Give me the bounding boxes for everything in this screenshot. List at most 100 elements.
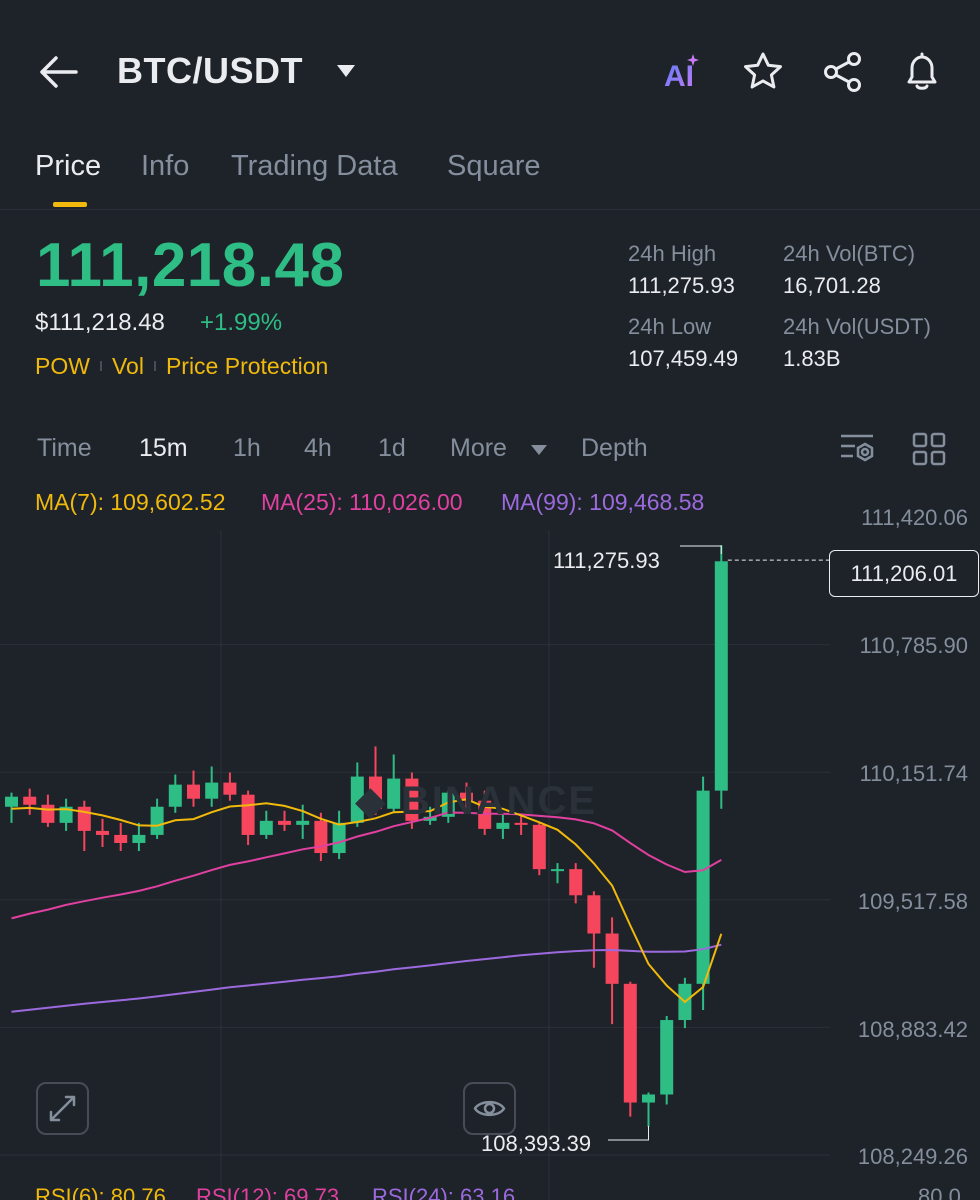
candle-body [59,806,73,823]
ai-icon[interactable]: AI [660,50,704,94]
y-tick-label: 109,517.58 [857,889,968,914]
high-marker-label: 111,275.93 [553,548,660,573]
bell-icon[interactable] [900,50,944,94]
candle-body [314,820,328,854]
chevron-down-icon[interactable] [530,444,548,456]
y-tick-label: 108,883.42 [857,1017,968,1042]
ma25-line [11,811,722,920]
star-icon[interactable] [741,50,785,94]
visibility-toggle-button[interactable] [463,1082,516,1135]
candle-body [551,869,564,872]
back-arrow-icon[interactable] [36,52,80,92]
y-tick-label: 108,249.26 [857,1144,968,1169]
tag-vol[interactable]: Vol [111,353,144,379]
candle-body [187,784,200,799]
header: BTC/USDT AI [0,0,980,140]
low-marker-leader [608,1125,649,1141]
binance-watermark: ◆ BINANCE [355,779,598,823]
eye-icon [473,1100,506,1117]
price-usd: $111,218.48 [35,309,165,336]
tag-divider [153,360,156,371]
ma7-legend: MA(7): 109,602.52 [35,489,226,515]
chart-settings-icon[interactable] [839,432,875,466]
grid-layout-icon[interactable] [911,432,947,466]
rsi6-legend: RSI(6): 80.76 [35,1184,166,1200]
tag-price-protection[interactable]: Price Protection [165,353,329,379]
interval-1h[interactable]: 1h [233,434,261,462]
y-tick-label: 110,151.74 [859,761,968,786]
low-marker-label: 108,393.39 [481,1131,592,1156]
stat-vol-btc-label: 24h Vol(BTC) [783,241,916,266]
ma99-legend: MA(99): 109,468.58 [501,489,705,515]
stat-high-value: 111,275.93 [628,273,735,298]
candle-body [441,792,455,817]
ai-label: AI [664,60,694,93]
candle-body [223,782,237,795]
candle-body [514,822,528,825]
y-tick-label: 110,785.90 [859,633,968,658]
stat-vol-usdt-value: 1.83B [783,346,841,371]
chevron-down-icon[interactable] [336,64,356,78]
pair-title[interactable]: BTC/USDT [117,50,303,91]
candlestick-chart[interactable] [0,520,980,1200]
candle-body [496,822,510,829]
rsi-axis-label: 80.0 [918,1184,961,1200]
interval-depth[interactable]: Depth [581,434,648,462]
candle-body [642,1094,655,1103]
interval-4h[interactable]: 4h [304,434,332,462]
candle-body [168,784,182,807]
tab-square[interactable]: Square [447,150,541,182]
rsi12-legend: RSI(12): 69.73 [196,1184,340,1200]
tab-trading-data[interactable]: Trading Data [231,150,398,182]
candle-body [241,794,255,835]
stat-low-value: 107,459.49 [628,346,739,371]
candle-body [205,782,219,799]
candle-body [5,796,18,807]
candle-body [387,778,401,809]
y-tick-label: 111,420.06 [861,505,968,530]
candle-body [569,869,583,896]
interval-15m[interactable]: 15m [139,434,188,462]
candle-body [605,933,619,984]
price-change: +1.99% [200,309,283,336]
tab-info[interactable]: Info [141,150,190,182]
candle-body [660,1020,674,1095]
stat-high-label: 24h High [628,241,717,266]
candle-body [41,804,55,823]
candle-body [150,806,164,835]
candle-body [369,776,382,809]
candle-body [714,561,728,791]
candle-body [405,778,419,821]
ma7-line [11,798,723,1004]
share-icon[interactable] [821,50,865,94]
candle-body [332,822,346,854]
candle-body [278,820,291,825]
tag-divider [99,360,102,371]
rsi24-legend: RSI(24): 63.16 [372,1184,516,1200]
ma25-legend: MA(25): 110,026.00 [261,489,463,515]
interval-bar: Time 15m 1h 4h 1d More Depth [0,420,980,480]
stat-vol-usdt-label: 24h Vol(USDT) [783,314,931,339]
candle-body [587,895,601,934]
interval-time[interactable]: Time [37,434,92,462]
stat-vol-btc-value: 16,701.28 [783,273,881,298]
current-price-marker: 111,206.01 [829,550,979,597]
fullscreen-button[interactable] [36,1082,89,1135]
candle-body [623,983,637,1103]
interval-1d[interactable]: 1d [378,434,406,462]
tag-pow[interactable]: POW [35,353,90,379]
high-marker-leader [680,545,722,555]
candle-body [114,834,128,843]
candle-body [96,830,109,835]
candle-body [350,776,364,823]
stat-low-label: 24h Low [628,314,712,339]
ma99-line [11,943,722,1013]
active-tab-indicator [53,202,87,207]
interval-more[interactable]: More [450,434,507,462]
candle-body [460,792,473,801]
tab-price[interactable]: Price [35,150,102,182]
candle-body [259,820,273,835]
candle-body [696,790,710,984]
last-price: 111,218.48 [36,231,345,300]
tag-list: POW Vol Price Protection [35,353,328,380]
